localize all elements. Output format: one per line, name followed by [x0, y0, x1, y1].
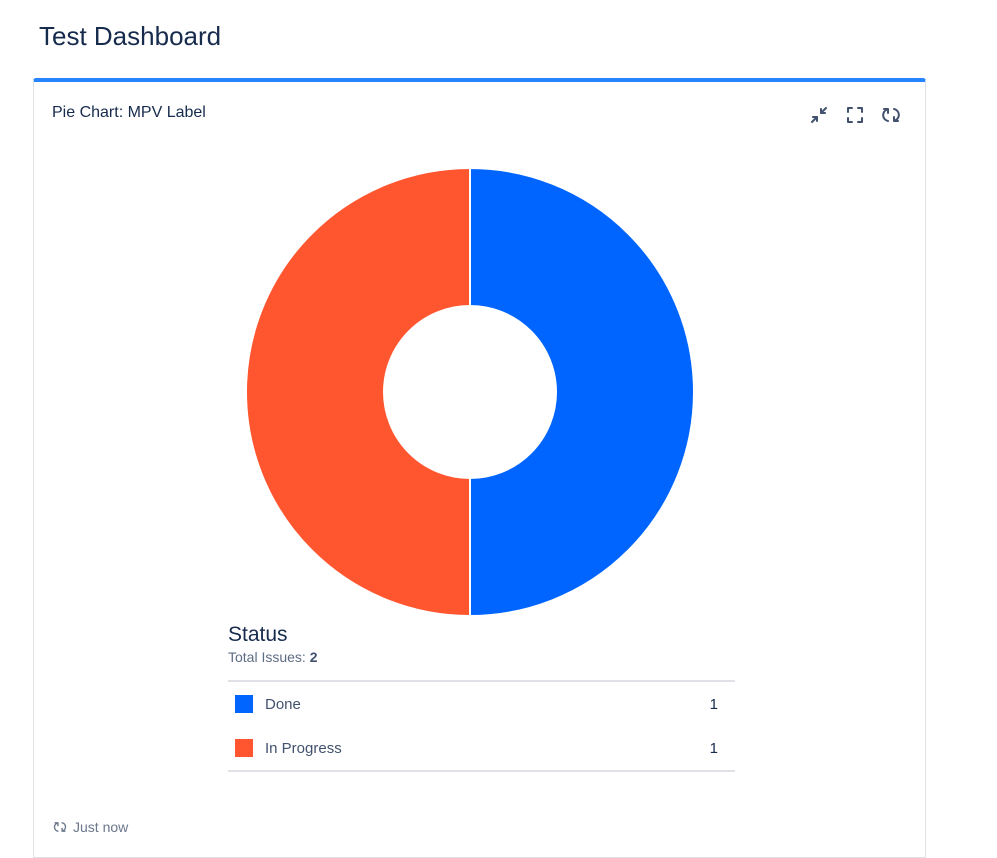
refresh-button[interactable]	[879, 103, 903, 127]
legend-label: In Progress	[265, 739, 342, 757]
legend-table: Done 1 In Progress 1	[228, 680, 735, 772]
legend-count: 1	[709, 739, 718, 757]
minimize-icon	[811, 107, 827, 123]
fullscreen-icon	[847, 107, 863, 123]
last-refreshed-label: Just now	[73, 819, 129, 835]
legend-swatch	[235, 695, 253, 713]
chart-legend: Status Total Issues: 2 Done 1 In Progres…	[228, 622, 735, 772]
pie-slice-done[interactable]	[469, 166, 695, 618]
total-issues-value: 2	[309, 649, 318, 665]
page-title: Test Dashboard	[39, 21, 222, 51]
refresh-icon	[882, 108, 900, 122]
gadget-actions	[807, 103, 903, 127]
total-issues: Total Issues: 2	[228, 648, 735, 666]
legend-row-done[interactable]: Done 1	[228, 682, 735, 726]
fullscreen-button[interactable]	[843, 103, 867, 127]
donut-chart	[244, 166, 696, 618]
legend-swatch	[235, 739, 253, 757]
last-refreshed[interactable]: Just now	[53, 819, 128, 835]
legend-label: Done	[265, 695, 301, 713]
legend-title: Status	[228, 623, 288, 646]
pie-chart-gadget: Pie Chart: MPV Label Status Total Is	[33, 78, 926, 858]
legend-row-in-progress[interactable]: In Progress 1	[228, 726, 735, 770]
pie-slice-in-progress[interactable]	[245, 166, 471, 618]
total-issues-label: Total Issues:	[228, 649, 306, 665]
gadget-title: Pie Chart: MPV Label	[52, 104, 206, 121]
donut-chart-svg	[245, 166, 695, 618]
legend-count: 1	[709, 695, 718, 713]
minimize-button[interactable]	[807, 103, 831, 127]
refresh-icon	[53, 822, 67, 832]
